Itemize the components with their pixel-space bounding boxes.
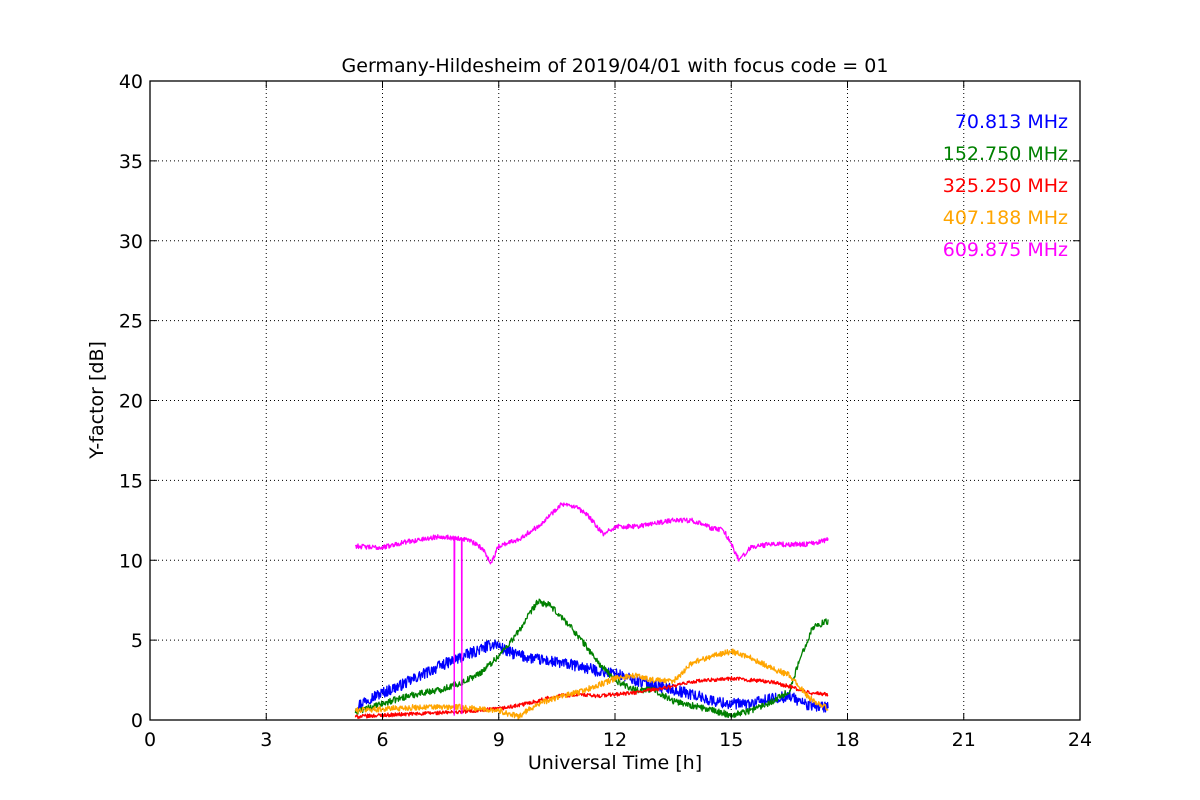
x-tick-label: 0 — [144, 729, 156, 751]
x-tick-label: 18 — [835, 729, 859, 751]
grid-lines — [150, 81, 1080, 720]
y-tick-label: 10 — [119, 550, 143, 572]
y-tick-label: 0 — [131, 710, 143, 732]
axis-ticks: 0 3 6 9 12 15 18 21 24 0 5 10 15 20 25 30 35 40 — [119, 71, 1092, 751]
x-tick-label: 15 — [719, 729, 743, 751]
series-line — [354, 598, 829, 719]
x-tick-label: 6 — [376, 729, 388, 751]
legend-entry: 325.250 MHz — [943, 175, 1068, 197]
series-line — [354, 639, 829, 713]
y-tick-label: 35 — [119, 151, 143, 173]
series-line — [354, 676, 829, 720]
legend: 70.813 MHz 152.750 MHz 325.250 MHz 407.188 … — [943, 111, 1068, 261]
y-tick-label: 40 — [119, 71, 143, 93]
x-tick-label: 12 — [603, 729, 627, 751]
series-line — [354, 502, 829, 716]
series-line — [354, 648, 829, 720]
y-tick-label: 20 — [119, 391, 143, 413]
x-tick-label: 9 — [493, 729, 505, 751]
legend-entry: 70.813 MHz — [955, 111, 1068, 133]
series-lines — [354, 502, 829, 720]
y-tick-label: 5 — [131, 630, 143, 652]
x-tick-label: 21 — [952, 729, 976, 751]
y-tick-label: 30 — [119, 231, 143, 253]
chart-title: Germany-Hildesheim of 2019/04/01 with fo… — [342, 55, 889, 77]
y-tick-label: 15 — [119, 470, 143, 492]
legend-entry: 609.875 MHz — [943, 239, 1068, 261]
x-tick-label: 24 — [1068, 729, 1092, 751]
x-axis-title: Universal Time [h] — [528, 752, 702, 774]
x-tick-label: 3 — [260, 729, 272, 751]
y-tick-label: 25 — [119, 311, 143, 333]
legend-entry: 152.750 MHz — [943, 143, 1068, 165]
legend-entry: 407.188 MHz — [943, 207, 1068, 229]
y-axis-title: Y-factor [dB] — [86, 341, 108, 460]
